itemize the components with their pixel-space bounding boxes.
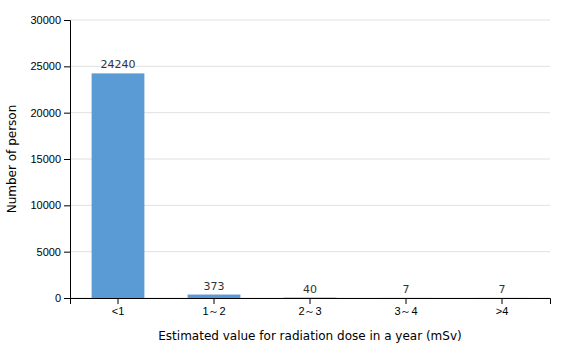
y-tick-mark <box>64 159 70 160</box>
y-tick-mark <box>64 20 70 21</box>
data-label: 373 <box>204 280 225 293</box>
chart-container: <1 1～2 2～3 3～4 >4 0 5000 10000 15000 20000 25000 30… <box>0 0 566 350</box>
plot: <1 1～2 2～3 3～4 >4 0 5000 10000 15000 20000 25000 30… <box>30 14 550 317</box>
y-tick: 5000 <box>37 246 70 258</box>
x-tick-mark <box>406 298 407 304</box>
y-tick-label: 20000 <box>30 107 61 119</box>
x-tick-mark <box>118 298 119 304</box>
x-tick-label: 1～2 <box>202 305 225 317</box>
x-tick: <1 <box>112 298 125 317</box>
y-tick-label: 25000 <box>30 60 61 72</box>
x-tick: 2～3 <box>298 298 321 317</box>
y-tick-label: 5000 <box>37 246 61 258</box>
x-tick-label: 2～3 <box>298 305 321 317</box>
x-tick-mark <box>214 298 215 304</box>
y-axis-line <box>64 21 71 299</box>
x-axis-title: Estimated value for radiation dose in a … <box>158 329 461 343</box>
y-tick-mark <box>64 113 70 114</box>
x-tick-label: >4 <box>496 305 509 317</box>
x-axis: <1 1～2 2～3 3～4 >4 <box>71 298 551 317</box>
y-tick: 25000 <box>30 60 70 72</box>
y-tick-label: 30000 <box>30 14 61 26</box>
y-axis-title: Number of person <box>5 105 19 214</box>
y-tick: 0 <box>55 292 70 304</box>
x-tick: 3～4 <box>394 298 417 317</box>
bars <box>92 73 529 298</box>
y-tick-mark <box>64 66 70 67</box>
bar <box>380 297 433 298</box>
data-label: 24240 <box>101 58 136 71</box>
chart-svg: <1 1～2 2～3 3～4 >4 0 5000 10000 15000 20000 25000 30… <box>0 0 566 350</box>
x-axis-line <box>71 299 551 305</box>
bar <box>188 295 241 298</box>
data-label: 40 <box>303 283 317 296</box>
grid <box>70 20 550 298</box>
x-tick: 1～2 <box>202 298 225 317</box>
y-tick-label: 10000 <box>30 199 61 211</box>
y-tick: 20000 <box>30 107 70 119</box>
grid-line <box>70 20 550 21</box>
y-tick-label: 15000 <box>30 153 61 165</box>
y-tick-label: 0 <box>55 292 61 304</box>
x-tick-mark <box>502 298 503 304</box>
bar <box>284 297 337 298</box>
data-labels: 24240 373 40 7 7 <box>101 58 506 296</box>
x-tick-mark <box>310 298 311 304</box>
y-tick: 15000 <box>30 153 70 165</box>
bar <box>476 297 529 298</box>
y-axis: 0 5000 10000 15000 20000 25000 30000 <box>30 14 70 304</box>
grid-line <box>70 66 550 67</box>
y-tick-mark <box>64 205 70 206</box>
data-label: 7 <box>403 283 410 296</box>
x-tick: >4 <box>496 298 509 317</box>
y-tick-mark <box>64 298 70 299</box>
bar <box>92 73 145 298</box>
y-tick: 10000 <box>30 199 70 211</box>
data-label: 7 <box>499 283 506 296</box>
x-tick-label: <1 <box>112 305 125 317</box>
y-tick: 30000 <box>30 14 70 26</box>
y-tick-mark <box>64 252 70 253</box>
x-tick-label: 3～4 <box>394 305 417 317</box>
